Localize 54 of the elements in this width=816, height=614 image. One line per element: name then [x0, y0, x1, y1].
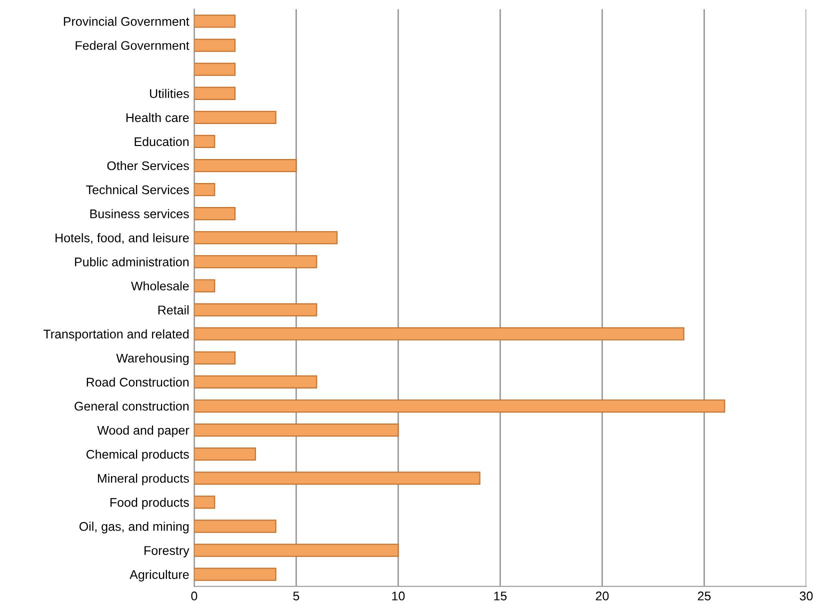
y-tick-label: Business services	[90, 209, 189, 218]
bar	[194, 255, 318, 268]
bar	[194, 183, 216, 196]
bar	[194, 62, 236, 76]
bar	[194, 327, 684, 340]
y-tick-label: Oil, gas, and mining	[79, 522, 189, 534]
x-tick-label: 5	[293, 592, 300, 600]
y-tick-label: Chemical products	[86, 450, 189, 462]
y-tick-label: Food products	[110, 498, 189, 510]
y-tick-label: Agriculture	[130, 570, 189, 582]
bar	[194, 14, 236, 28]
x-tick-label: 30	[800, 592, 813, 600]
bar	[194, 448, 256, 461]
bar	[194, 134, 216, 148]
bar	[194, 496, 216, 509]
y-tick-label: Wholesale	[131, 281, 189, 290]
bar	[194, 303, 318, 316]
bar	[194, 544, 399, 557]
bar	[194, 110, 276, 124]
bar	[194, 86, 236, 100]
bar	[194, 231, 338, 244]
bar	[194, 423, 399, 437]
x-tick-label: 15	[494, 592, 507, 600]
y-tick-label: Technical Services	[86, 185, 189, 194]
y-tick-label: Warehousing	[116, 353, 189, 366]
y-tick-label: Utilities	[150, 88, 189, 98]
bar	[194, 351, 236, 364]
bar	[194, 375, 318, 389]
bar	[194, 472, 480, 485]
y-tick-label: Retail	[158, 305, 189, 314]
y-tick-label: Mineral products	[98, 474, 189, 486]
x-tick-label: 10	[392, 592, 405, 600]
y-tick-label: General construction	[74, 401, 189, 411]
bar	[194, 520, 276, 533]
x-tick-label: 25	[698, 592, 711, 600]
y-tick-label: Education	[134, 136, 189, 146]
y-tick-label: Public administration	[75, 257, 189, 266]
bar	[194, 158, 297, 172]
bar	[194, 207, 236, 220]
y-tick-label: Health care	[126, 112, 189, 122]
y-tick-label: Forestry	[144, 546, 190, 558]
y-tick-label: Wood and paper	[97, 426, 190, 438]
x-tick-label: 0	[191, 592, 198, 600]
y-tick-label: Federal Government	[76, 40, 190, 50]
y-tick-label: Road Construction	[86, 377, 189, 387]
y-tick-label: Transportation and related	[43, 329, 189, 341]
bar	[194, 38, 236, 52]
bar	[194, 399, 726, 413]
y-tick-label: Provincial Government	[64, 16, 190, 26]
bar	[194, 279, 216, 292]
y-tick-label: Hotels, food, and leisure	[56, 233, 189, 244]
y-tick-label: Other Services	[107, 160, 189, 170]
bar	[194, 568, 276, 581]
x-tick-label: 20	[596, 592, 609, 600]
